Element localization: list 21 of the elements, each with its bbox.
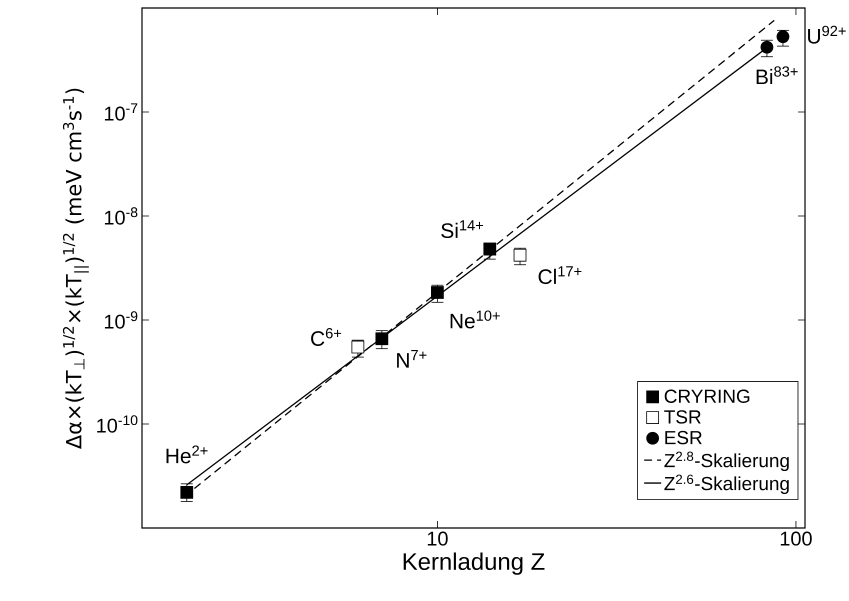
annotation: N$^{7+}$ xyxy=(397,350,426,368)
y-tick-label: 10$^{-9}$ xyxy=(104,311,138,329)
annotation: U$^{92+}$ xyxy=(808,26,846,44)
y-tick-label: 10$^{-8}$ xyxy=(104,207,138,225)
annotation: He$^{2+}$ xyxy=(166,445,208,464)
y-tick-label: 10$^{-10}$ xyxy=(97,415,138,433)
y-tick-label: 10$^{-7}$ xyxy=(104,103,138,121)
annotation: Si$^{14+}$ xyxy=(441,220,484,238)
annotation: Cl$^{17+}$ xyxy=(538,266,582,284)
annotation: Bi$^{83+}$ xyxy=(756,66,798,84)
legend-label: TSR xyxy=(664,410,701,424)
x-axis-title: Kernladung Z xyxy=(404,552,544,575)
annotation: Ne$^{10+}$ xyxy=(450,310,500,328)
legend-label: ESR xyxy=(665,430,702,444)
annotation: C$^{6+}$ xyxy=(311,328,342,346)
text: Δα×(kT$_{⊥}$)$^{1/2}$×(kT$_{||}$)$^{1/2}$ (meV cm$^{3}$s$^{-1}$) xyxy=(62,88,89,449)
x-tick-label: 100 xyxy=(780,532,812,546)
legend-label: CRYRING xyxy=(664,390,750,403)
legend-label: Z$^{2.6}$-Skalierung xyxy=(664,474,789,494)
legend-label: Z$^{2.8}$-Skalierung xyxy=(664,452,789,472)
x-tick-label: 10 xyxy=(428,532,448,546)
